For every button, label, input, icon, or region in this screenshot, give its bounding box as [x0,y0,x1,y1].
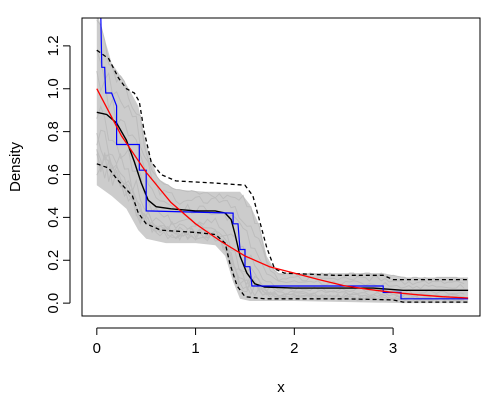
y-axis-title: Density [7,141,24,192]
x-tick-label: 1 [191,340,199,357]
simulation-curve [96,71,465,290]
y-tick-label: 1.0 [45,78,62,99]
simulation-curve [96,129,465,298]
x-axis: 0 1 2 3 [93,327,397,357]
y-tick-label: 0.6 [45,164,62,185]
plot-area [96,18,469,304]
y-tick-label: 0.4 [45,207,62,228]
x-tick-label: 3 [389,340,397,357]
simulation-curve [96,49,465,286]
y-tick-label: 1.2 [45,35,62,56]
lower-band-line [96,163,469,303]
x-axis-title: x [277,379,285,396]
plot-frame [81,17,481,317]
x-tick-label: 0 [93,340,101,357]
upper-band-line [96,49,469,281]
empirical-density-line [100,18,469,300]
simulation-envelope [96,18,469,304]
x-tick-label: 2 [290,340,298,357]
y-tick-label: 0.8 [45,121,62,142]
theoretical-density-line [96,88,469,299]
y-axis: 0.0 0.2 0.4 0.6 0.8 1.0 1.2 [45,35,71,314]
simulation-curve [96,19,465,281]
y-tick-label: 0.0 [45,293,62,314]
y-tick-label: 0.2 [45,250,62,271]
